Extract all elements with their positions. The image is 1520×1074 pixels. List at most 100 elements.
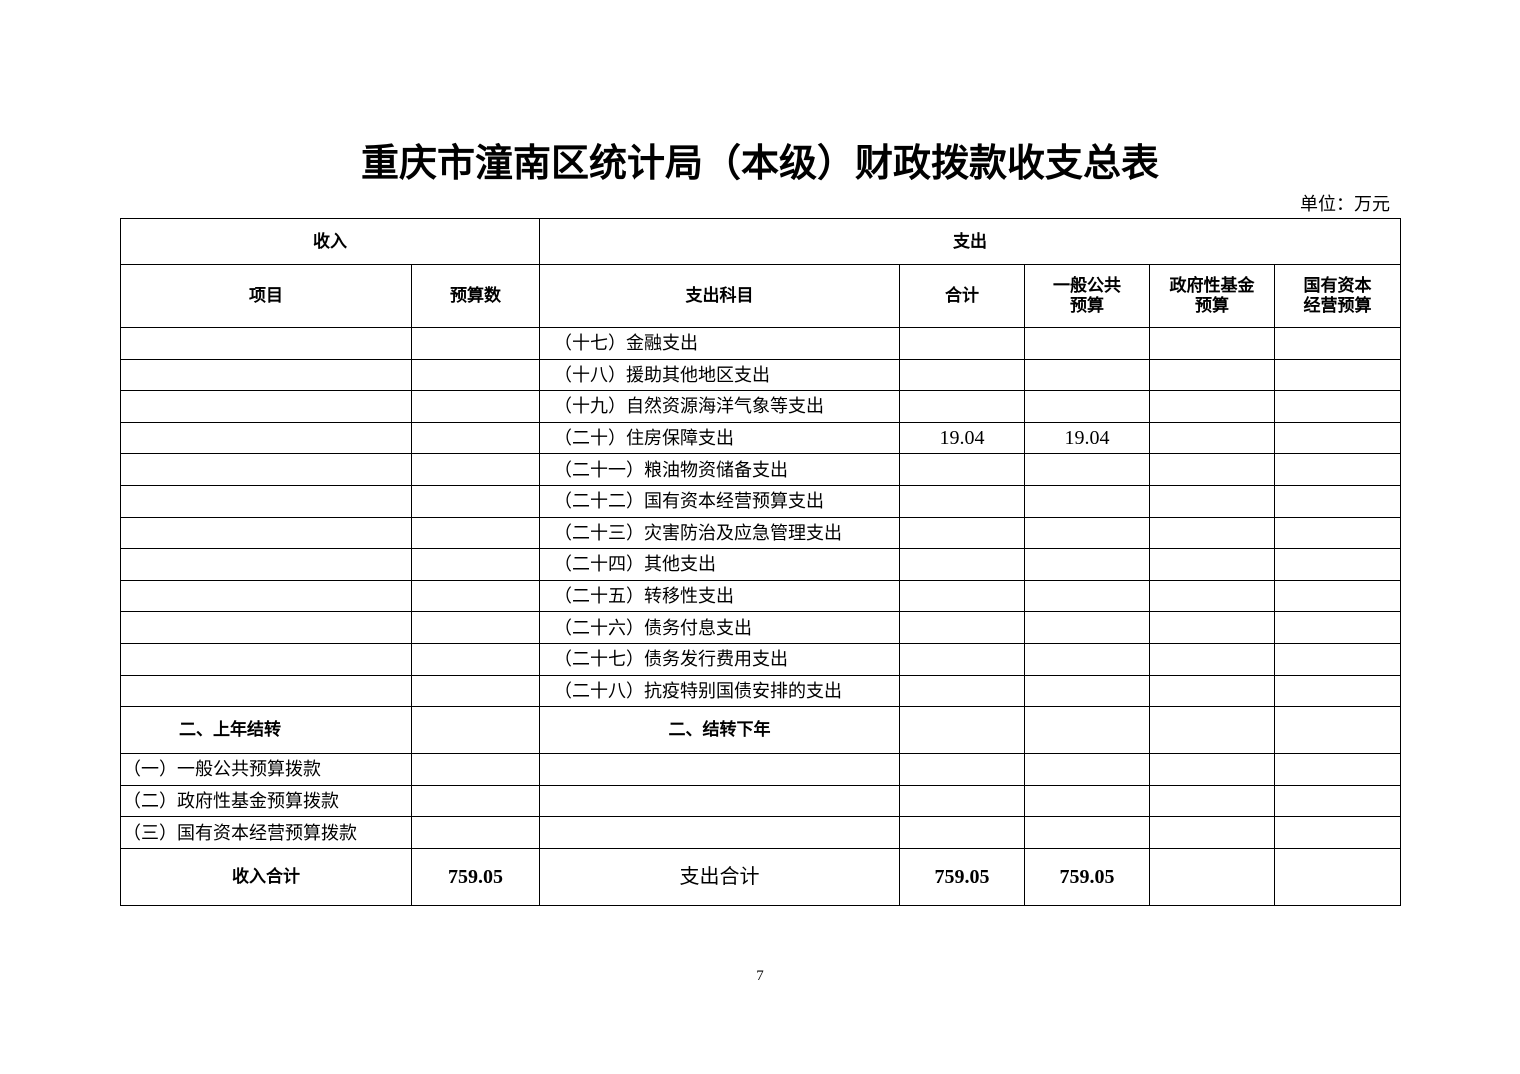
cell-item bbox=[120, 358, 412, 392]
unit-label: 单位：万元 bbox=[1300, 194, 1390, 214]
cell-general-public bbox=[1024, 674, 1150, 708]
cell-empty bbox=[1274, 784, 1401, 818]
cell-gov-fund bbox=[1149, 421, 1275, 455]
cell-empty bbox=[1274, 706, 1401, 755]
cell-budget bbox=[411, 390, 540, 423]
cell-expense-subject: （十七）金融支出 bbox=[539, 327, 900, 360]
cell-total bbox=[899, 642, 1025, 676]
cell-total bbox=[899, 579, 1025, 613]
cell-empty bbox=[1024, 784, 1150, 818]
table-row: （二十六）债务付息支出 bbox=[120, 611, 1401, 644]
cell-item bbox=[120, 516, 412, 550]
cell-total bbox=[899, 327, 1025, 360]
expense-total-label: 支出合计 bbox=[539, 847, 900, 906]
cell-total bbox=[899, 484, 1025, 518]
carry-sub-row: （二）政府性基金预算拨款 bbox=[120, 784, 1401, 818]
cell-budget bbox=[411, 484, 540, 518]
header-general-public: 一般公共 预算 bbox=[1024, 264, 1150, 328]
cell-expense-subject: （二十四）其他支出 bbox=[539, 548, 900, 581]
cell-gov-fund bbox=[1149, 453, 1275, 486]
table-row: （二十二）国有资本经营预算支出 bbox=[120, 484, 1401, 518]
budget-summary-table: 收入 支出 项目 预算数 支出科目 合计 一般公共 预算 政府性基金 预算 国有资本… bbox=[120, 218, 1401, 906]
cell-empty bbox=[899, 816, 1025, 849]
income-total-label: 收入合计 bbox=[120, 847, 412, 906]
cell-item: （三）国有资本经营预算拨款 bbox=[120, 816, 412, 849]
cell-budget bbox=[411, 327, 540, 360]
header-general-public-line2: 预算 bbox=[1070, 296, 1104, 316]
cell-gov-fund bbox=[1149, 358, 1275, 392]
cell-total bbox=[899, 390, 1025, 423]
cell-total bbox=[899, 674, 1025, 708]
carry-sub-row: （三）国有资本经营预算拨款 bbox=[120, 816, 1401, 849]
cell-general-public bbox=[1024, 516, 1150, 550]
cell-gov-fund bbox=[1149, 611, 1275, 644]
cell-state-capital bbox=[1274, 548, 1401, 581]
cell-expense-subject: （十九）自然资源海洋气象等支出 bbox=[539, 390, 900, 423]
cell-state-capital bbox=[1274, 579, 1401, 613]
header-gov-fund: 政府性基金 预算 bbox=[1149, 264, 1275, 328]
cell-general-public bbox=[1024, 453, 1150, 486]
expense-general-total: 759.05 bbox=[1024, 847, 1150, 906]
cell-state-capital bbox=[1274, 611, 1401, 644]
cell-gov-fund bbox=[1149, 390, 1275, 423]
header-state-capital: 国有资本 经营预算 bbox=[1274, 264, 1401, 328]
header-budget: 预算数 bbox=[411, 264, 540, 328]
cell-empty bbox=[899, 706, 1025, 755]
cell-state-capital bbox=[1274, 327, 1401, 360]
cell-expense-subject: （二十六）债务付息支出 bbox=[539, 611, 900, 644]
carry-income-label: 二、上年结转 bbox=[120, 706, 412, 755]
header-total: 合计 bbox=[899, 264, 1025, 328]
cell-expense-subject: （十八）援助其他地区支出 bbox=[539, 358, 900, 392]
cell-general-public bbox=[1024, 579, 1150, 613]
table-row: （二十四）其他支出 bbox=[120, 548, 1401, 581]
table-row: （十八）援助其他地区支出 bbox=[120, 358, 1401, 392]
cell-item: （一）一般公共预算拨款 bbox=[120, 753, 412, 786]
header-expense: 支出 bbox=[539, 218, 1401, 265]
cell-empty bbox=[411, 816, 540, 849]
totals-row: 收入合计 759.05 支出合计 759.05 759.05 bbox=[120, 847, 1401, 906]
cell-expense-subject: （二十五）转移性支出 bbox=[539, 579, 900, 613]
cell-empty bbox=[1149, 706, 1275, 755]
cell-general-public bbox=[1024, 327, 1150, 360]
cell-general-public bbox=[1024, 358, 1150, 392]
expense-fund-total bbox=[1149, 847, 1275, 906]
cell-state-capital bbox=[1274, 642, 1401, 676]
cell-item bbox=[120, 484, 412, 518]
cell-gov-fund bbox=[1149, 327, 1275, 360]
cell-empty bbox=[1024, 706, 1150, 755]
cell-general-public: 19.04 bbox=[1024, 421, 1150, 455]
cell-item bbox=[120, 611, 412, 644]
cell-item bbox=[120, 327, 412, 360]
cell-empty bbox=[1149, 753, 1275, 786]
cell-general-public bbox=[1024, 548, 1150, 581]
header-item: 项目 bbox=[120, 264, 412, 328]
cell-item bbox=[120, 421, 412, 455]
cell-state-capital bbox=[1274, 358, 1401, 392]
cell-item bbox=[120, 390, 412, 423]
cell-budget bbox=[411, 642, 540, 676]
table-row: （二十七）债务发行费用支出 bbox=[120, 642, 1401, 676]
cell-budget bbox=[411, 674, 540, 708]
table-row: （二十五）转移性支出 bbox=[120, 579, 1401, 613]
cell-gov-fund bbox=[1149, 484, 1275, 518]
cell-state-capital bbox=[1274, 674, 1401, 708]
carry-sub-row: （一）一般公共预算拨款 bbox=[120, 753, 1401, 786]
cell-general-public bbox=[1024, 642, 1150, 676]
header-expense-subject: 支出科目 bbox=[539, 264, 900, 328]
cell-empty bbox=[1149, 816, 1275, 849]
cell-empty bbox=[539, 753, 900, 786]
cell-gov-fund bbox=[1149, 579, 1275, 613]
header-general-public-line1: 一般公共 bbox=[1053, 276, 1121, 296]
cell-budget bbox=[411, 548, 540, 581]
cell-budget bbox=[411, 579, 540, 613]
cell-expense-subject: （二十八）抗疫特别国债安排的支出 bbox=[539, 674, 900, 708]
cell-item bbox=[120, 548, 412, 581]
header-income: 收入 bbox=[120, 218, 540, 265]
cell-state-capital bbox=[1274, 421, 1401, 455]
cell-item bbox=[120, 579, 412, 613]
cell-empty bbox=[411, 753, 540, 786]
cell-item bbox=[120, 453, 412, 486]
cell-empty bbox=[411, 784, 540, 818]
cell-empty bbox=[1024, 753, 1150, 786]
table-row: （十七）金融支出 bbox=[120, 327, 1401, 360]
